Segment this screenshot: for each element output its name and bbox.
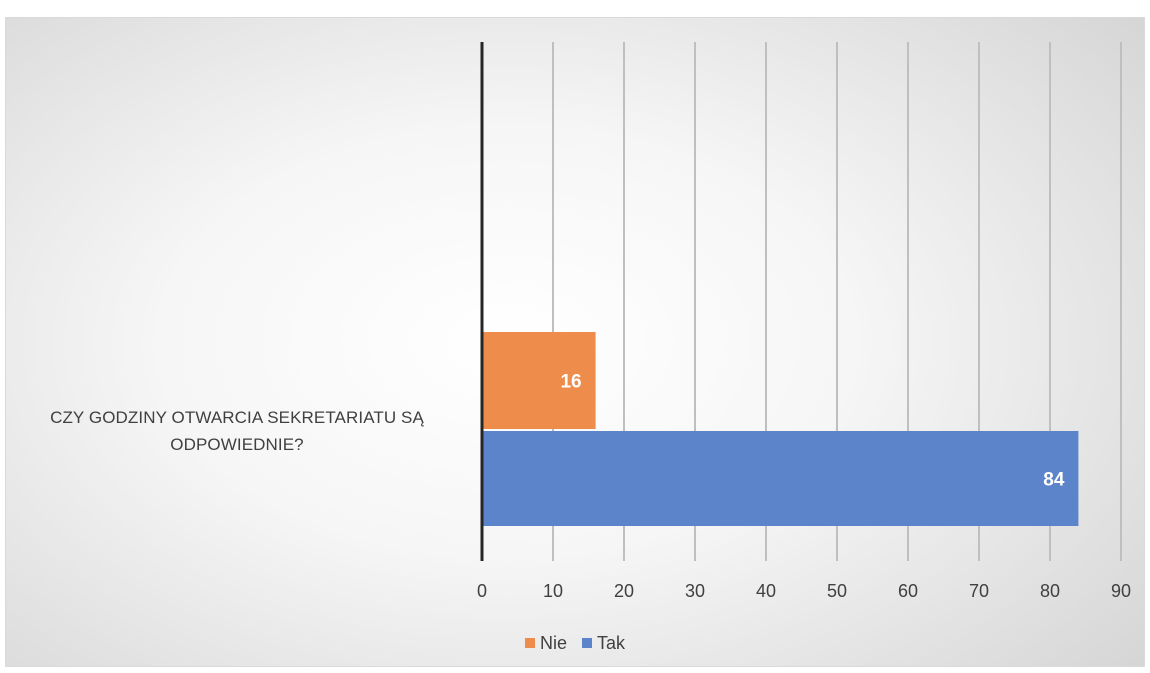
x-tick-label: 50 <box>827 581 847 601</box>
x-tick-label: 10 <box>543 581 563 601</box>
x-tick-label: 70 <box>969 581 989 601</box>
data-label-nie: 16 <box>560 372 581 393</box>
x-tick-label: 0 <box>477 581 487 601</box>
data-label-tak: 84 <box>1043 470 1065 491</box>
x-tick-label: 30 <box>685 581 705 601</box>
x-tick-label: 80 <box>1040 581 1060 601</box>
x-tick-label: 40 <box>756 581 776 601</box>
x-tick-label: 20 <box>614 581 634 601</box>
legend-swatch-tak <box>582 638 592 648</box>
bar-nie <box>482 332 596 429</box>
cropped-caption-fragment <box>0 0 1150 12</box>
bar-tak <box>482 431 1079 526</box>
legend-item-nie: Nie <box>524 632 567 654</box>
legend-label-tak: Tak <box>597 632 626 653</box>
x-tick-label: 90 <box>1111 581 1131 601</box>
x-tick-label: 60 <box>898 581 918 601</box>
legend-item-tak: Tak <box>582 633 625 654</box>
legend: Nie Tak <box>0 632 1150 654</box>
legend-swatch-nie <box>524 638 535 648</box>
legend-label-nie: Nie <box>539 632 567 653</box>
category-label: CZY GODZINY OTWARCIA SEKRETARIATU SĄ ODP… <box>50 408 424 454</box>
